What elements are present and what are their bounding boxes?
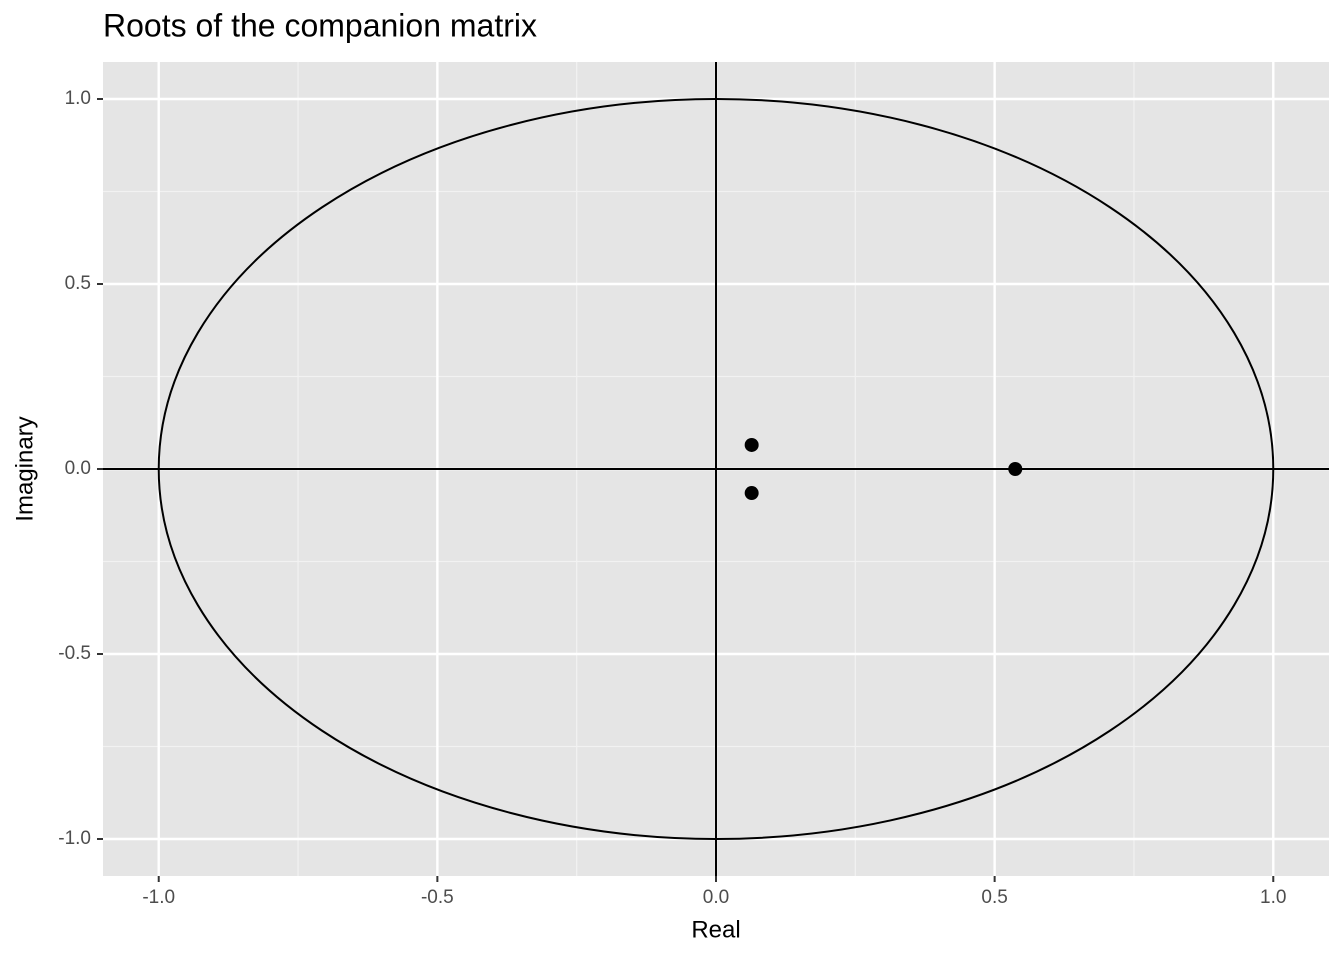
point [1008, 462, 1023, 476]
point [744, 437, 759, 452]
y-tick-label: -0.5 [58, 643, 91, 664]
point [744, 486, 759, 501]
x-tick-label: -0.5 [421, 887, 454, 908]
x-tick-label: 1.0 [1260, 887, 1286, 908]
x-tick-label: 0.0 [703, 887, 729, 908]
y-tick-label: 1.0 [65, 88, 91, 109]
y-tick-label: 0.5 [65, 273, 91, 294]
chart-title: Roots of the companion matrix [103, 7, 537, 43]
y-tick-label: 0.0 [65, 458, 91, 479]
y-tick-label: -1.0 [58, 828, 91, 849]
y-axis-title: Imaginary [11, 416, 38, 521]
x-axis-title: Real [691, 916, 740, 943]
x-tick-label: -1.0 [142, 887, 175, 908]
x-tick-label: 0.5 [981, 887, 1007, 908]
